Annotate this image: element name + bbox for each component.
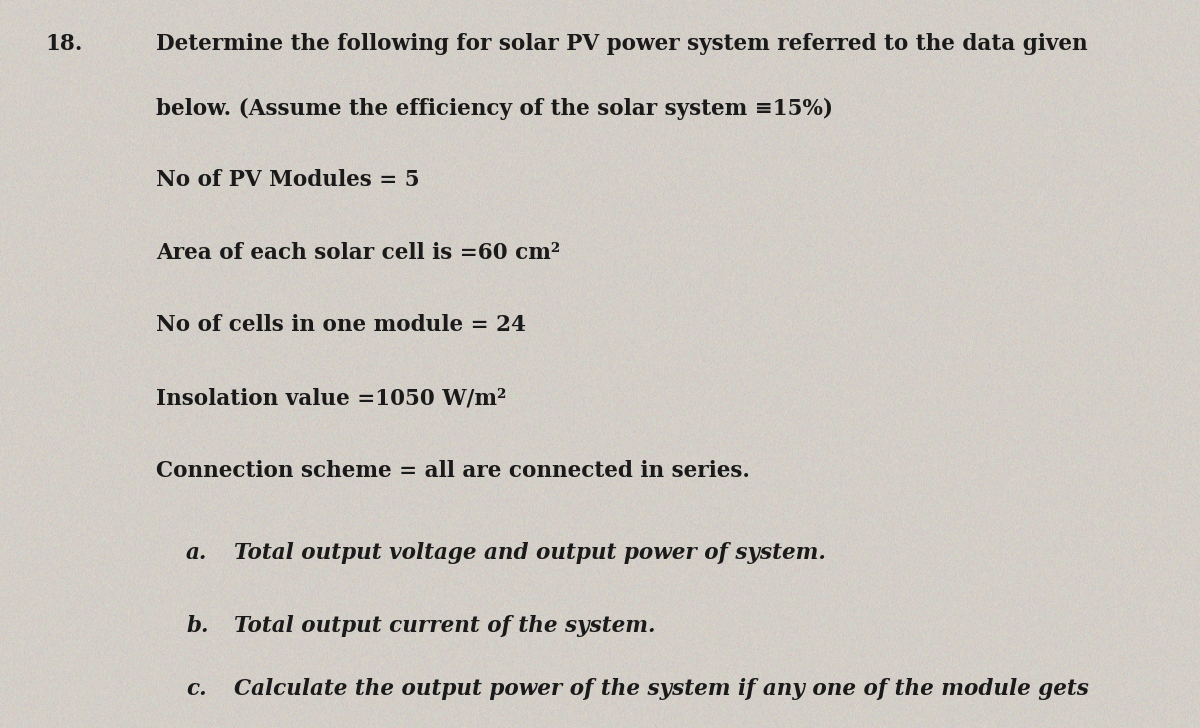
Text: No of PV Modules = 5: No of PV Modules = 5 xyxy=(156,169,420,191)
Text: Calculate the output power of the system if any one of the module gets: Calculate the output power of the system… xyxy=(234,678,1088,700)
Text: Area of each solar cell is =60 cm²: Area of each solar cell is =60 cm² xyxy=(156,242,560,264)
Text: b.: b. xyxy=(186,615,209,637)
Text: No of cells in one module = 24: No of cells in one module = 24 xyxy=(156,314,526,336)
Text: c.: c. xyxy=(186,678,206,700)
Text: Total output current of the system.: Total output current of the system. xyxy=(234,615,655,637)
Text: Determine the following for solar PV power system referred to the data given: Determine the following for solar PV pow… xyxy=(156,33,1087,55)
Text: below. (Assume the efficiency of the solar system ≡15%): below. (Assume the efficiency of the sol… xyxy=(156,98,833,120)
Text: a.: a. xyxy=(186,542,208,564)
Text: Total output voltage and output power of system.: Total output voltage and output power of… xyxy=(234,542,826,564)
Text: Connection scheme = all are connected in series.: Connection scheme = all are connected in… xyxy=(156,460,750,482)
Text: Insolation value =1050 W/m²: Insolation value =1050 W/m² xyxy=(156,387,506,409)
Text: 18.: 18. xyxy=(46,33,83,55)
